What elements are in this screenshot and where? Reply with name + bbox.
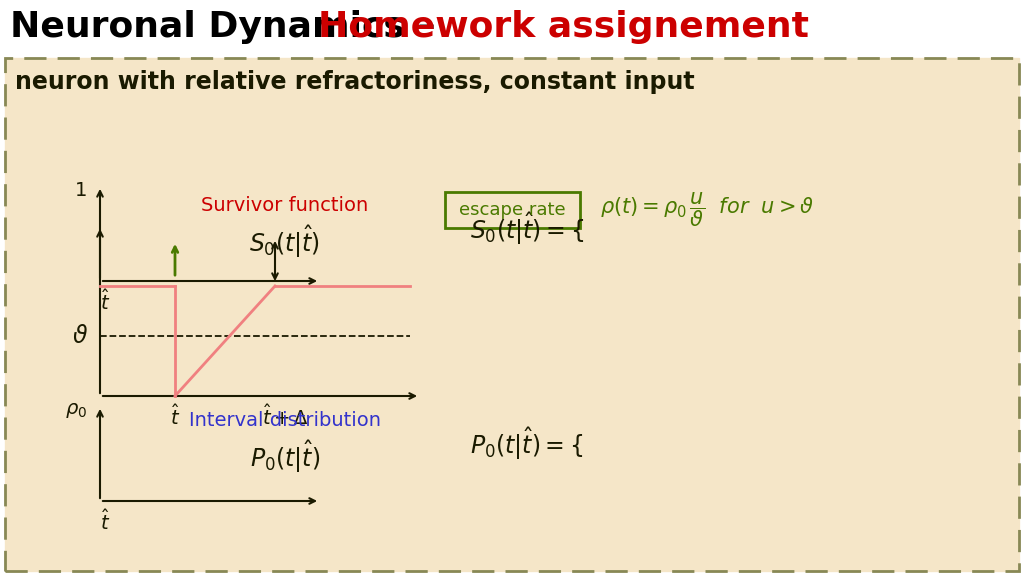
Text: $P_0(t|\hat{t}) = \{$: $P_0(t|\hat{t}) = \{$ <box>470 426 584 463</box>
Text: neuron with relative refractoriness, constant input: neuron with relative refractoriness, con… <box>15 70 694 94</box>
Text: $S_0(t|\hat{t})$: $S_0(t|\hat{t})$ <box>250 224 321 260</box>
Bar <box>445 192 580 228</box>
Text: Homework assignement: Homework assignement <box>318 10 809 44</box>
Text: Neuronal Dynamics –: Neuronal Dynamics – <box>10 10 449 44</box>
Bar <box>5 58 1019 571</box>
Text: $\hat{t}+\Delta$: $\hat{t}+\Delta$ <box>261 404 308 429</box>
Bar <box>5 58 1019 571</box>
Text: $\rho(t) = \rho_0\,\dfrac{u}{\vartheta}$  $\it{for}$  $u > \vartheta$: $\rho(t) = \rho_0\,\dfrac{u}{\vartheta}$… <box>600 191 814 229</box>
Bar <box>0 0 1024 55</box>
Text: $\hat{t}$: $\hat{t}$ <box>170 404 180 429</box>
Text: Interval distribution: Interval distribution <box>189 411 381 430</box>
Text: $\rho_0$: $\rho_0$ <box>65 401 87 420</box>
Text: $\hat{t}$: $\hat{t}$ <box>100 289 111 314</box>
Text: $\vartheta$: $\vartheta$ <box>72 324 88 348</box>
Text: Survivor function: Survivor function <box>202 196 369 215</box>
Text: escape rate: escape rate <box>459 201 565 219</box>
Text: 1: 1 <box>75 181 87 200</box>
Text: $P_0(t|\hat{t})$: $P_0(t|\hat{t})$ <box>250 439 321 475</box>
Text: $S_0(t|\hat{t}) = \{$: $S_0(t|\hat{t}) = \{$ <box>470 211 585 248</box>
Text: $\hat{t}$: $\hat{t}$ <box>100 509 111 534</box>
